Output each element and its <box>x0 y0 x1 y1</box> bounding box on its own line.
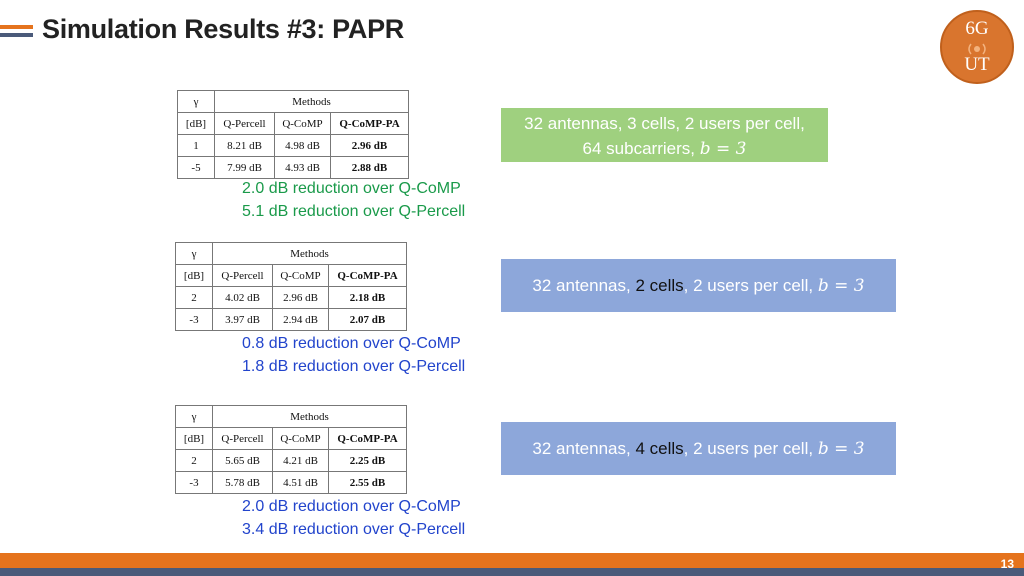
cell-value: 4.21 dB <box>272 449 329 472</box>
cell-value: 2.96 dB <box>330 134 409 157</box>
config-text: 32 antennas, <box>532 276 636 295</box>
gamma-value: -3 <box>175 471 213 494</box>
reduction-notes-2: 0.8 dB reduction over Q-CoMP 1.8 dB redu… <box>242 332 465 378</box>
table-row: 2 5.65 dB 4.21 dB 2.25 dB <box>175 449 407 472</box>
cell-value: 5.78 dB <box>212 471 273 494</box>
table-row: -3 3.97 dB 2.94 dB 2.07 dB <box>175 308 407 331</box>
cell-value: 2.55 dB <box>328 471 407 494</box>
cell-value: 7.99 dB <box>214 156 275 179</box>
footer-bar-orange <box>0 553 1024 568</box>
footer-bar-dark <box>0 568 1024 576</box>
gamma-header: γ <box>175 405 213 428</box>
logo-bottom-text: UT <box>964 54 990 75</box>
config-highlight: 4 cells <box>635 439 684 458</box>
papr-table-3: γ Methods [dB] Q-Percell Q-CoMP Q-CoMP-P… <box>175 405 407 494</box>
reduction-note: 5.1 dB reduction over Q-Percell <box>242 203 466 220</box>
config-text: , 2 users per cell, <box>683 276 818 295</box>
reduction-notes-1: 2.0 dB reduction over Q-CoMP 5.1 dB redu… <box>242 177 465 223</box>
gamma-header: γ <box>177 90 215 113</box>
config-line: 32 antennas, 3 cells, 2 users per cell, <box>524 114 805 133</box>
unit-header: [dB] <box>175 264 213 287</box>
cell-value: 2.94 dB <box>272 308 329 331</box>
col-q-comp-pa: Q-CoMP-PA <box>328 427 407 450</box>
reduction-note: 3.4 dB reduction over Q-Percell <box>242 521 466 538</box>
methods-header: Methods <box>212 405 407 428</box>
cell-value: 2.18 dB <box>328 286 407 309</box>
logo-top-text: 6G <box>965 18 989 39</box>
table-row: 1 8.21 dB 4.98 dB 2.96 dB <box>177 134 409 157</box>
col-q-percell: Q-Percell <box>212 427 273 450</box>
antenna-icon <box>942 42 1012 60</box>
cell-value: 2.25 dB <box>328 449 407 472</box>
table-row: -3 5.78 dB 4.51 dB 2.55 dB <box>175 471 407 494</box>
gamma-header: γ <box>175 242 213 265</box>
methods-header: Methods <box>212 242 407 265</box>
gamma-value: 2 <box>175 286 213 309</box>
gamma-value: 1 <box>177 134 215 157</box>
reduction-note: 1.8 dB reduction over Q-Percell <box>242 358 466 375</box>
slide-title: Simulation Results #3: PAPR <box>42 14 404 44</box>
papr-table-2: γ Methods [dB] Q-Percell Q-CoMP Q-CoMP-P… <box>175 242 407 331</box>
config-box-2: 32 antennas, 2 cells, 2 users per cell, … <box>501 259 896 312</box>
config-text: 64 subcarriers, <box>582 139 700 158</box>
config-math: b = 3 <box>817 439 865 459</box>
cell-value: 3.97 dB <box>212 308 273 331</box>
gamma-value: 2 <box>175 449 213 472</box>
page-number: 13 <box>1000 557 1014 571</box>
methods-header: Methods <box>214 90 409 113</box>
6g-ut-logo: 6G UT <box>940 10 1014 84</box>
config-text: 32 antennas, <box>532 439 636 458</box>
config-line: 64 subcarriers, b = 3 <box>501 136 828 162</box>
reduction-note: 2.0 dB reduction over Q-CoMP <box>242 180 461 197</box>
cell-value: 2.07 dB <box>328 308 407 331</box>
col-q-comp: Q-CoMP <box>272 427 329 450</box>
col-q-percell: Q-Percell <box>214 112 275 135</box>
title-accent-dark <box>0 33 33 37</box>
config-box-1: 32 antennas, 3 cells, 2 users per cell, … <box>501 108 828 162</box>
col-q-comp: Q-CoMP <box>272 264 329 287</box>
config-math: b = 3 <box>817 276 865 296</box>
col-q-comp-pa: Q-CoMP-PA <box>330 112 409 135</box>
unit-header: [dB] <box>177 112 215 135</box>
gamma-value: -5 <box>177 156 215 179</box>
unit-header: [dB] <box>175 427 213 450</box>
config-highlight: 2 cells <box>635 276 684 295</box>
cell-value: 8.21 dB <box>214 134 275 157</box>
config-math: b = 3 <box>699 139 747 159</box>
table-row: 2 4.02 dB 2.96 dB 2.18 dB <box>175 286 407 309</box>
reduction-notes-3: 2.0 dB reduction over Q-CoMP 3.4 dB redu… <box>242 495 465 541</box>
col-q-comp-pa: Q-CoMP-PA <box>328 264 407 287</box>
reduction-note: 2.0 dB reduction over Q-CoMP <box>242 498 461 515</box>
col-q-comp: Q-CoMP <box>274 112 331 135</box>
cell-value: 2.88 dB <box>330 156 409 179</box>
title-accent-orange <box>0 25 33 29</box>
cell-value: 4.93 dB <box>274 156 331 179</box>
config-text: , 2 users per cell, <box>683 439 818 458</box>
col-q-percell: Q-Percell <box>212 264 273 287</box>
cell-value: 4.51 dB <box>272 471 329 494</box>
cell-value: 4.98 dB <box>274 134 331 157</box>
cell-value: 5.65 dB <box>212 449 273 472</box>
papr-table-1: γ Methods [dB] Q-Percell Q-CoMP Q-CoMP-P… <box>177 90 409 179</box>
cell-value: 4.02 dB <box>212 286 273 309</box>
gamma-value: -3 <box>175 308 213 331</box>
table-row: -5 7.99 dB 4.93 dB 2.88 dB <box>177 156 409 179</box>
config-box-3: 32 antennas, 4 cells, 2 users per cell, … <box>501 422 896 475</box>
cell-value: 2.96 dB <box>272 286 329 309</box>
reduction-note: 0.8 dB reduction over Q-CoMP <box>242 335 461 352</box>
